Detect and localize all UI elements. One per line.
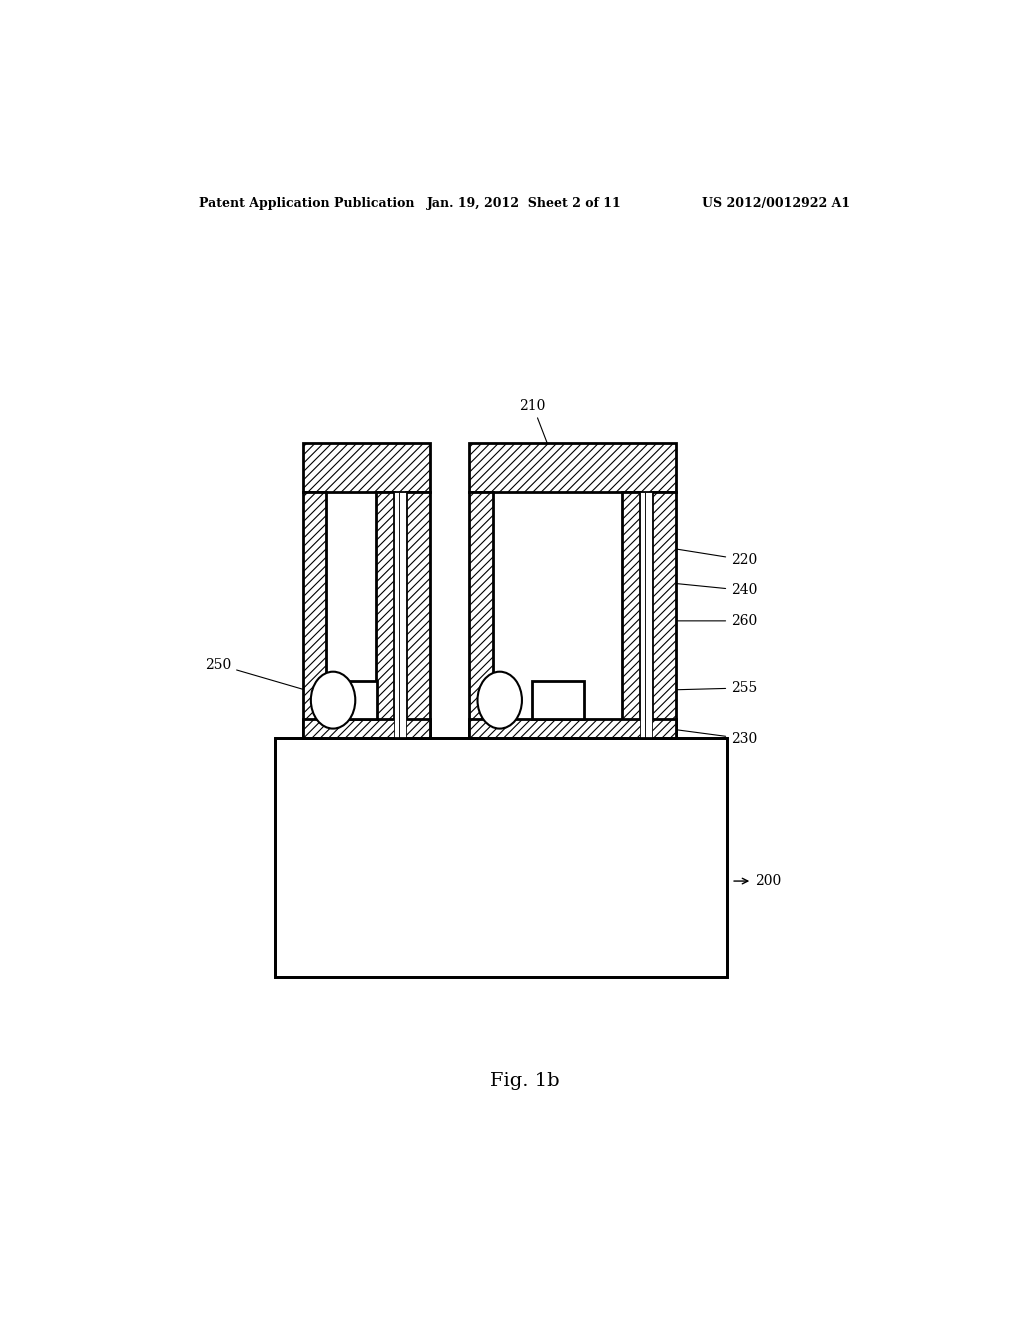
Text: 260: 260 <box>634 614 758 628</box>
Text: 210: 210 <box>519 399 556 465</box>
Bar <box>645 492 651 738</box>
Bar <box>377 492 394 738</box>
Bar <box>623 492 640 738</box>
Bar <box>303 492 327 738</box>
Text: 200: 200 <box>734 874 781 888</box>
Bar <box>394 492 399 738</box>
Bar <box>303 719 430 738</box>
Bar <box>274 738 727 977</box>
Text: 220: 220 <box>651 545 758 566</box>
Circle shape <box>311 672 355 729</box>
Bar <box>469 444 676 492</box>
Bar <box>531 681 584 719</box>
Bar <box>303 444 430 492</box>
Text: 240: 240 <box>645 581 758 598</box>
Text: 255: 255 <box>671 681 758 694</box>
Text: 250: 250 <box>205 657 308 690</box>
Bar <box>640 492 645 738</box>
Bar <box>274 738 727 977</box>
Text: Patent Application Publication: Patent Application Publication <box>200 197 415 210</box>
Bar <box>399 492 406 738</box>
Text: US 2012/0012922 A1: US 2012/0012922 A1 <box>702 197 850 210</box>
Text: 230: 230 <box>671 729 758 746</box>
Text: Jan. 19, 2012  Sheet 2 of 11: Jan. 19, 2012 Sheet 2 of 11 <box>427 197 623 210</box>
Circle shape <box>477 672 522 729</box>
Bar <box>469 492 494 738</box>
Bar <box>406 492 430 738</box>
Bar <box>326 681 377 719</box>
Bar <box>651 492 676 738</box>
Bar <box>469 719 676 738</box>
Text: Fig. 1b: Fig. 1b <box>490 1072 559 1090</box>
